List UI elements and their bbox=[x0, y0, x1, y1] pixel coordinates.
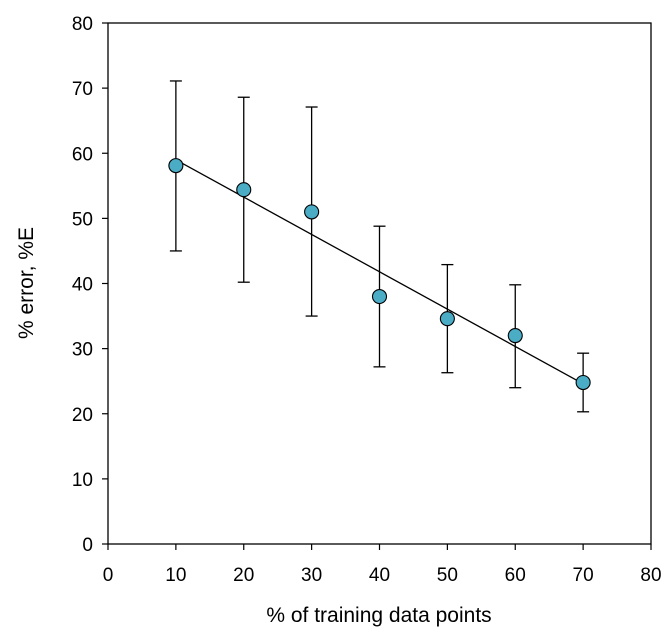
x-axis-title: % of training data points bbox=[266, 604, 491, 627]
data-point bbox=[168, 158, 184, 174]
data-point bbox=[575, 374, 591, 391]
y-tick-label: 70 bbox=[72, 79, 93, 100]
data-point bbox=[304, 204, 320, 220]
y-tick-label: 60 bbox=[72, 144, 93, 165]
data-point bbox=[236, 182, 252, 198]
x-axis-ticks: 0 10 20 30 40 50 60 70 80 bbox=[103, 544, 662, 586]
y-tick-label: 50 bbox=[72, 209, 93, 230]
data-point bbox=[439, 311, 455, 327]
x-tick-label: 60 bbox=[505, 565, 526, 586]
y-tick-label: 40 bbox=[72, 275, 93, 296]
x-tick-label: 10 bbox=[165, 565, 186, 586]
y-tick-label: 0 bbox=[82, 535, 93, 556]
x-tick-label: 40 bbox=[369, 565, 390, 586]
y-tick-label: 10 bbox=[72, 470, 93, 491]
data-point bbox=[371, 288, 388, 305]
x-tick-label: 70 bbox=[573, 565, 594, 586]
x-tick-label: 80 bbox=[640, 565, 661, 586]
data-point bbox=[507, 328, 523, 344]
x-tick-label: 0 bbox=[103, 565, 114, 586]
x-tick-label: 50 bbox=[437, 565, 458, 586]
y-tick-label: 30 bbox=[72, 340, 93, 361]
data-points bbox=[168, 158, 591, 391]
y-axis-title: % error, %E bbox=[15, 227, 38, 339]
x-tick-label: 30 bbox=[301, 565, 322, 586]
error-bars bbox=[169, 80, 590, 413]
y-tick-label: 20 bbox=[72, 405, 93, 426]
y-tick-label: 80 bbox=[72, 14, 93, 35]
y-axis-ticks: 0 10 20 30 40 50 60 70 80 bbox=[72, 14, 108, 556]
x-tick-label: 20 bbox=[233, 565, 254, 586]
